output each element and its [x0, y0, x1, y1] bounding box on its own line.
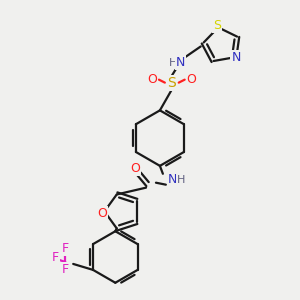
Text: F: F — [62, 263, 69, 276]
Text: O: O — [147, 73, 157, 86]
Text: N: N — [176, 56, 185, 69]
Text: H: H — [176, 175, 185, 185]
Text: N: N — [232, 51, 241, 64]
Text: S: S — [213, 19, 221, 32]
Text: O: O — [98, 207, 107, 220]
Text: S: S — [167, 76, 176, 90]
Text: O: O — [187, 73, 196, 86]
Text: F: F — [52, 251, 59, 265]
Text: F: F — [62, 242, 69, 255]
Text: H: H — [169, 58, 177, 68]
Text: O: O — [130, 162, 140, 175]
Text: N: N — [168, 173, 178, 186]
